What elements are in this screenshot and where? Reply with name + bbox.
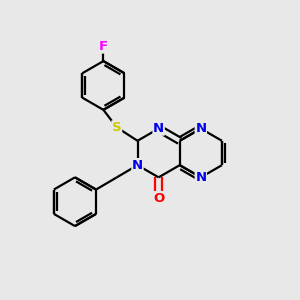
Text: O: O [153,192,164,205]
Text: F: F [99,40,108,53]
Text: N: N [132,159,143,172]
Text: S: S [112,121,122,134]
Text: N: N [195,122,206,135]
Text: N: N [195,171,206,184]
Text: N: N [153,122,164,135]
